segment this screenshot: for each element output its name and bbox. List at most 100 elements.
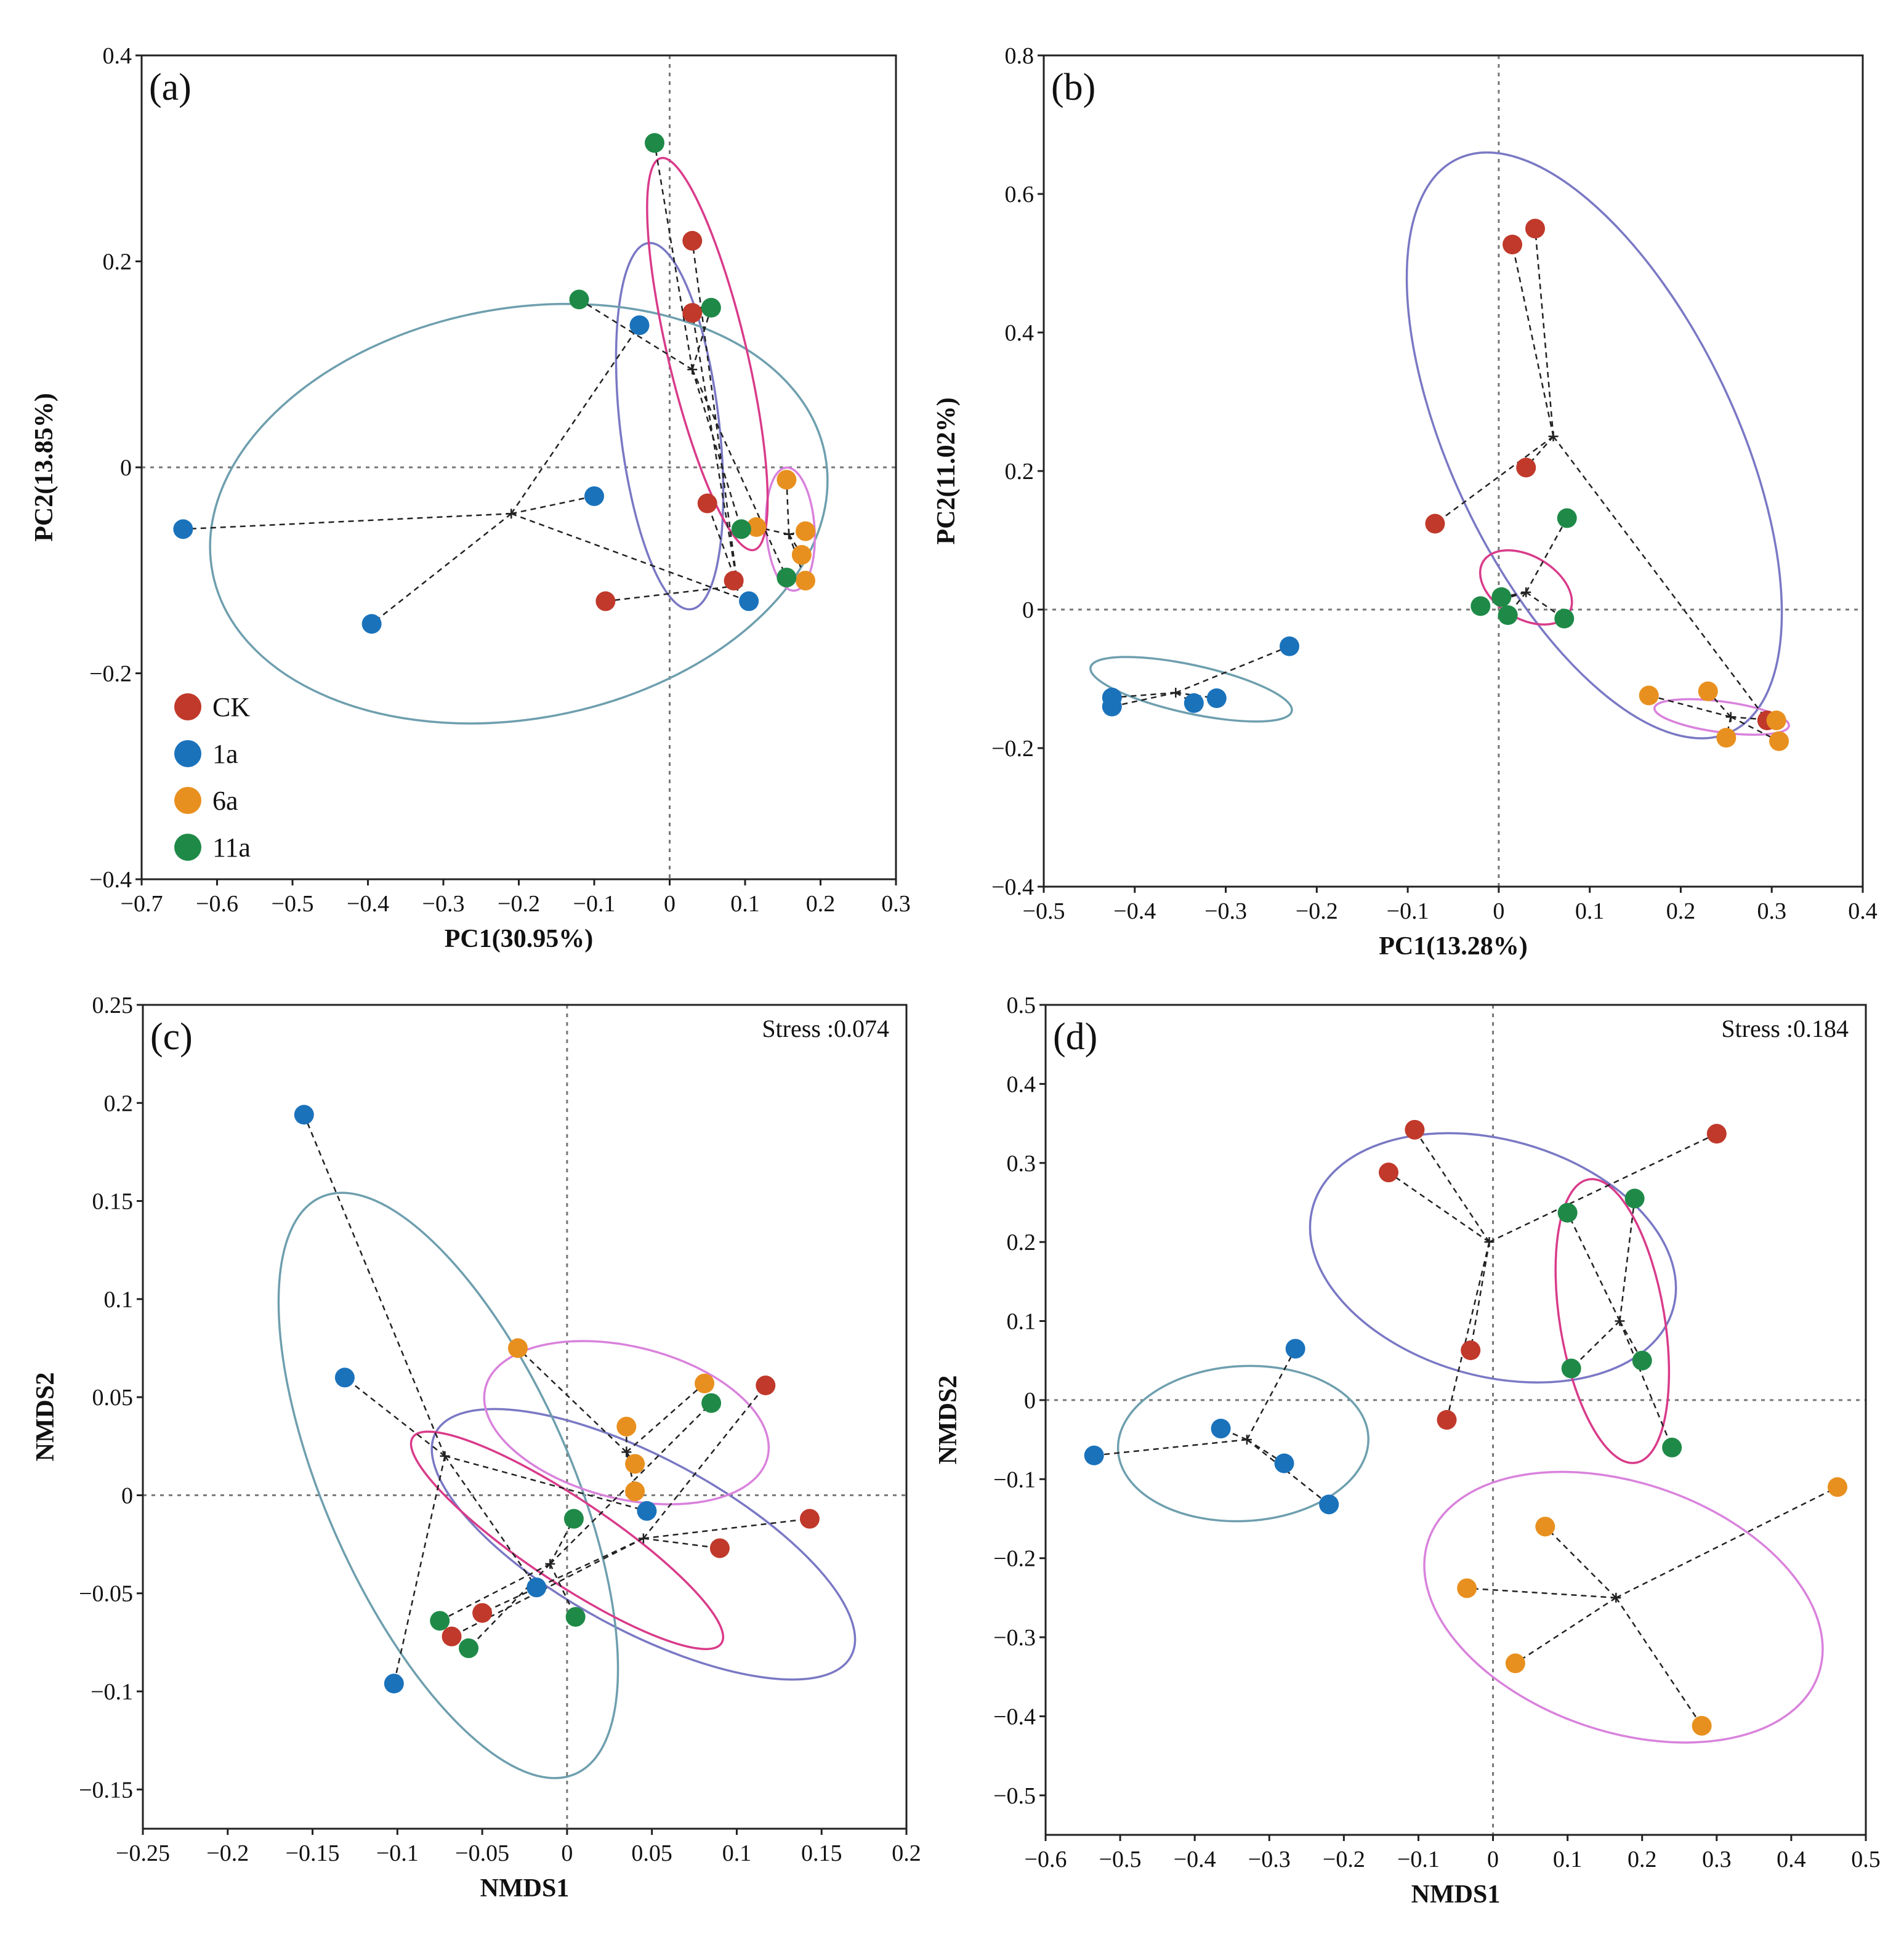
spider-line-6a	[1615, 1597, 1703, 1726]
x-tick-label: −0.3	[1248, 1847, 1291, 1872]
data-point-11a	[1491, 587, 1512, 607]
spider-line-6a	[517, 1347, 627, 1453]
data-point-11a	[731, 519, 751, 539]
data-point-6a	[796, 521, 815, 541]
data-point-11a	[1470, 596, 1491, 616]
spider-line-ck	[692, 240, 738, 586]
spider-line-ck	[1388, 1172, 1490, 1243]
legend-swatch-1a	[174, 740, 201, 767]
x-axis-label: NMDS1	[1411, 1880, 1501, 1909]
data-point-ck	[709, 1538, 730, 1558]
legend-label-1a: 1a	[212, 739, 238, 769]
data-point-6a	[507, 1338, 528, 1358]
x-tick-label: −0.2	[1323, 1847, 1365, 1872]
y-axis-label: PC2(11.02%)	[932, 397, 961, 544]
data-point-ck	[756, 1376, 776, 1396]
confidence-ellipse-1a	[277, 1191, 619, 1779]
y-tick-label: −0.05	[79, 1581, 133, 1607]
spider-line-1a	[1175, 645, 1290, 694]
y-axis-label: PC2(13.85%)	[30, 393, 58, 541]
data-point-6a	[746, 517, 767, 538]
spider-line-11a	[578, 299, 693, 371]
data-point-1a	[294, 1105, 314, 1125]
spider-line-1a	[1111, 691, 1176, 707]
spider-line-ck	[1511, 244, 1554, 437]
y-tick-label: 0	[120, 455, 132, 481]
data-point-6a	[1766, 711, 1786, 730]
data-point-1a	[1274, 1453, 1294, 1473]
data-point-11a	[1557, 1203, 1578, 1223]
x-tick-label: −0.2	[206, 1840, 249, 1866]
panel-b: −0.5 −0.4 −0.3 −0.2 −0.1 0 0.1 0.2 0.3 0.4−0.4−0.…	[932, 43, 1878, 961]
y-tick-label: −0.4	[993, 1704, 1036, 1730]
centroid-mark-11a	[1521, 587, 1531, 597]
spider-line-1a	[393, 1456, 446, 1684]
spider-line-1a	[303, 1114, 446, 1457]
spider-line-11a	[1619, 1321, 1673, 1448]
x-tick-label: −0.15	[286, 1840, 340, 1866]
confidence-ellipse-1a	[1089, 656, 1293, 723]
data-point-11a	[777, 567, 797, 587]
spider-line-11a	[692, 369, 788, 578]
data-point-11a	[1554, 608, 1575, 629]
x-tick-label: 0.3	[1757, 898, 1786, 924]
y-tick-label: 0.25	[92, 993, 134, 1018]
y-tick-label: 0.4	[103, 43, 132, 69]
spider-line-6a	[1730, 716, 1777, 722]
data-point-ck	[1425, 514, 1445, 534]
spider-line-ck	[1434, 435, 1554, 525]
legend-swatch-6a	[174, 787, 201, 814]
x-tick-label: 0.2	[806, 891, 836, 917]
legend-swatch-ck	[174, 693, 201, 720]
data-point-ck	[799, 1509, 820, 1529]
spider-line-1a	[445, 1455, 647, 1512]
x-tick-label: 0.2	[1666, 898, 1696, 924]
data-point-1a	[584, 486, 604, 506]
legend-label-6a: 6a	[212, 786, 238, 816]
y-tick-label: −0.5	[993, 1783, 1036, 1809]
spider-line-ck	[1469, 1241, 1490, 1351]
spider-line-ck	[642, 1385, 767, 1539]
data-point-ck	[1525, 219, 1545, 239]
data-point-6a	[625, 1481, 645, 1502]
data-point-6a	[796, 570, 815, 590]
y-tick-label: −0.2	[993, 1546, 1036, 1572]
spider-line-1a	[1111, 691, 1176, 699]
x-tick-label: −0.1	[573, 891, 616, 917]
x-tick-label: 0.05	[631, 1840, 672, 1866]
x-tick-label: 0.1	[722, 1840, 752, 1866]
spider-line-6a	[1467, 1587, 1616, 1599]
x-tick-label: 0.3	[881, 891, 911, 917]
data-point-6a	[1457, 1578, 1477, 1598]
x-tick-label: 0.4	[1848, 898, 1878, 924]
spider-line-6a	[756, 526, 789, 535]
x-tick-label: 0.1	[1553, 1847, 1583, 1872]
data-point-1a	[637, 1501, 657, 1521]
data-point-11a	[1662, 1437, 1682, 1457]
data-point-11a	[430, 1611, 450, 1631]
data-point-11a	[1561, 1358, 1581, 1379]
x-tick-label: −0.3	[1204, 898, 1247, 924]
spider-line-1a	[183, 513, 512, 530]
data-point-11a	[569, 289, 589, 310]
y-tick-label: 0.3	[1007, 1151, 1036, 1177]
legend-label-11a: 11a	[212, 832, 251, 863]
data-point-ck	[472, 1603, 493, 1623]
data-point-ck	[682, 303, 703, 323]
data-point-1a	[1084, 1445, 1104, 1465]
data-point-11a	[459, 1638, 479, 1658]
confidence-ellipse-1a	[1116, 1364, 1370, 1523]
spider-line-1a	[1246, 1348, 1296, 1440]
centroid-mark-ck	[638, 1533, 648, 1544]
stress-annotation: Stress :0.184	[1721, 1015, 1849, 1042]
data-point-ck	[1405, 1119, 1425, 1140]
y-tick-label: 0.05	[92, 1385, 134, 1411]
y-tick-label: −0.1	[993, 1467, 1036, 1493]
legend-swatch-11a	[174, 834, 201, 861]
centroid-mark-1a	[440, 1451, 450, 1461]
y-tick-label: −0.15	[79, 1777, 133, 1803]
y-tick-label: 0.6	[1005, 182, 1035, 208]
spider-line-ck	[1414, 1129, 1490, 1243]
confidence-ellipse-6a	[1423, 1470, 1824, 1744]
